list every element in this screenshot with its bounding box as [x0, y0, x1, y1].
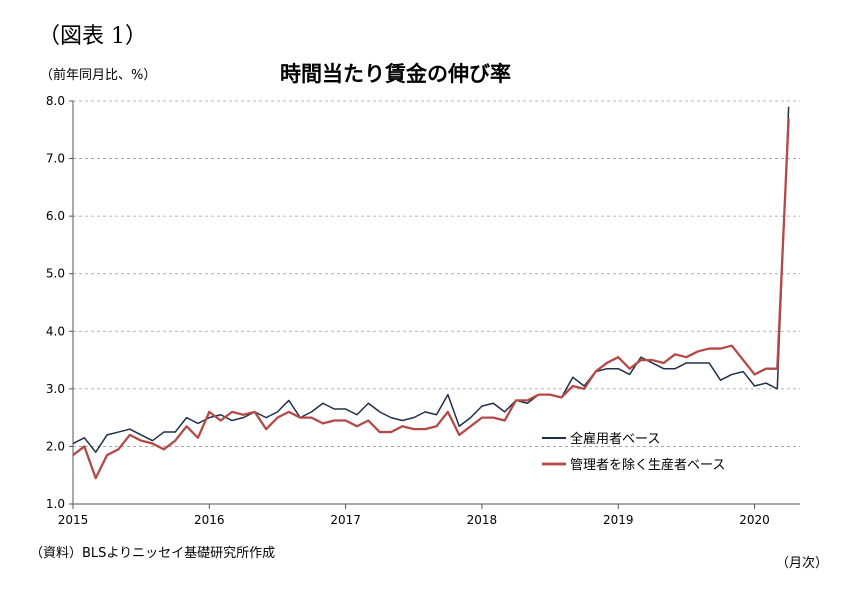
series-line-2 — [72, 118, 790, 480]
x-tick-label: 2018 — [467, 513, 498, 527]
y-tick-label: 5.0 — [46, 267, 65, 281]
series-lines — [72, 106, 790, 480]
x-tick-label: 2020 — [739, 513, 770, 527]
y-tick-label: 7.0 — [46, 152, 65, 166]
series-line-1 — [72, 106, 790, 453]
y-tick-label: 1.0 — [46, 497, 65, 511]
legend-label-1: 全雇用者ベース — [570, 431, 660, 447]
y-tick-labels: 1.0 2.0 3.0 4.0 5.0 6.0 7.0 8.0 — [46, 94, 65, 511]
x-tick-label: 2016 — [194, 513, 225, 527]
legend-label-2: 管理者を除く生産者ベース — [570, 457, 725, 473]
x-tick-label: 2017 — [330, 513, 361, 527]
figure-label: （図表 1） — [38, 24, 147, 49]
source-note: （資料）BLSよりニッセイ基礎研究所作成 — [30, 546, 276, 561]
y-tick-label: 8.0 — [46, 94, 65, 108]
axes — [69, 100, 800, 509]
x-tick-label: 2019 — [603, 513, 634, 527]
y-tick-label: 6.0 — [46, 209, 65, 223]
y-axis-unit-label: （前年同月比、%） — [40, 68, 157, 83]
x-axis-unit-label: （月次） — [776, 556, 829, 571]
chart-title: 時間当たり賃金の伸び率 — [280, 62, 511, 86]
y-tick-label: 2.0 — [46, 439, 65, 453]
y-tick-label: 3.0 — [46, 382, 65, 396]
gridlines — [73, 100, 800, 447]
x-tick-labels: 2015 2016 2017 2018 2019 2020 — [58, 513, 770, 527]
y-tick-label: 4.0 — [46, 324, 65, 338]
x-tick-label: 2015 — [58, 513, 89, 527]
